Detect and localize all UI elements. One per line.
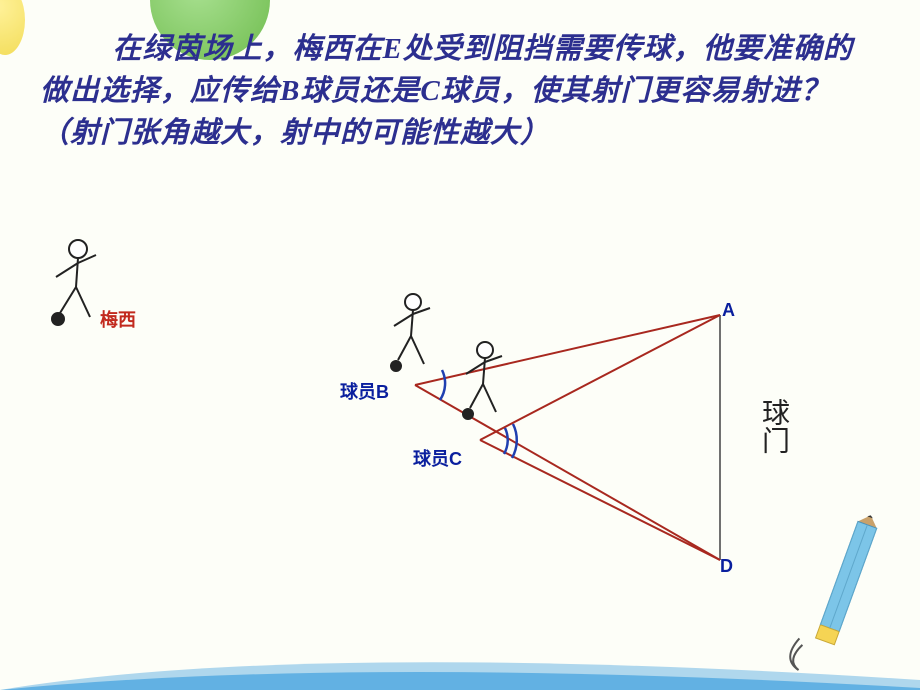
angle-arc-C1 [504,428,508,454]
label-B: 球员B [340,378,389,404]
player-c-figure [450,338,520,428]
label-D: D [720,556,733,577]
yellow-ball-decor [0,0,25,55]
line-CD [480,440,720,560]
label-A: A [722,300,735,321]
problem-text: 在绿茵场上，梅西在E处受到阻挡需要传球，他要准确的做出选择，应传给B球员还是C球… [40,28,880,154]
player-b-figure [378,290,448,380]
pencil-decor [770,510,910,690]
geometry-diagram [300,280,780,590]
messi-label: 梅西 [100,306,136,332]
goal-label: 球门 [753,398,793,454]
label-C: 球员C [413,445,462,471]
